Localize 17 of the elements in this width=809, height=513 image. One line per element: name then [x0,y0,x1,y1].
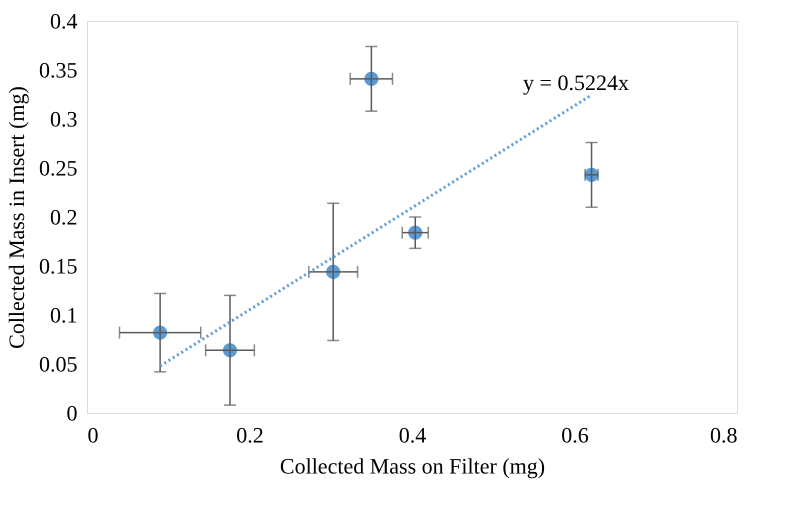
y-tick-label: 0.05 [39,352,78,376]
y-tick-label: 0 [66,400,78,426]
y-tick-label: 0.35 [39,58,78,82]
x-tick-label: 0.2 [236,422,264,448]
y-tick-label: 0.15 [39,254,78,278]
y-tick-label: 0.1 [50,302,78,328]
y-tick-label: 0.25 [39,156,78,180]
x-tick-label: 0 [88,422,98,448]
y-tick-label: 0.3 [50,106,78,132]
y-axis-title: Collected Mass in Insert (mg) [4,86,29,349]
y-tick-label: 0.4 [50,8,78,34]
x-tick-label: 0.6 [561,422,589,448]
x-axis-title: Collected Mass on Filter (mg) [280,454,546,478]
x-tick-label: 0.8 [710,422,738,448]
x-tick-label: 0.4 [398,422,426,448]
annotation: y = 0.5224x [523,70,629,95]
y-tick-label: 0.2 [50,204,78,230]
